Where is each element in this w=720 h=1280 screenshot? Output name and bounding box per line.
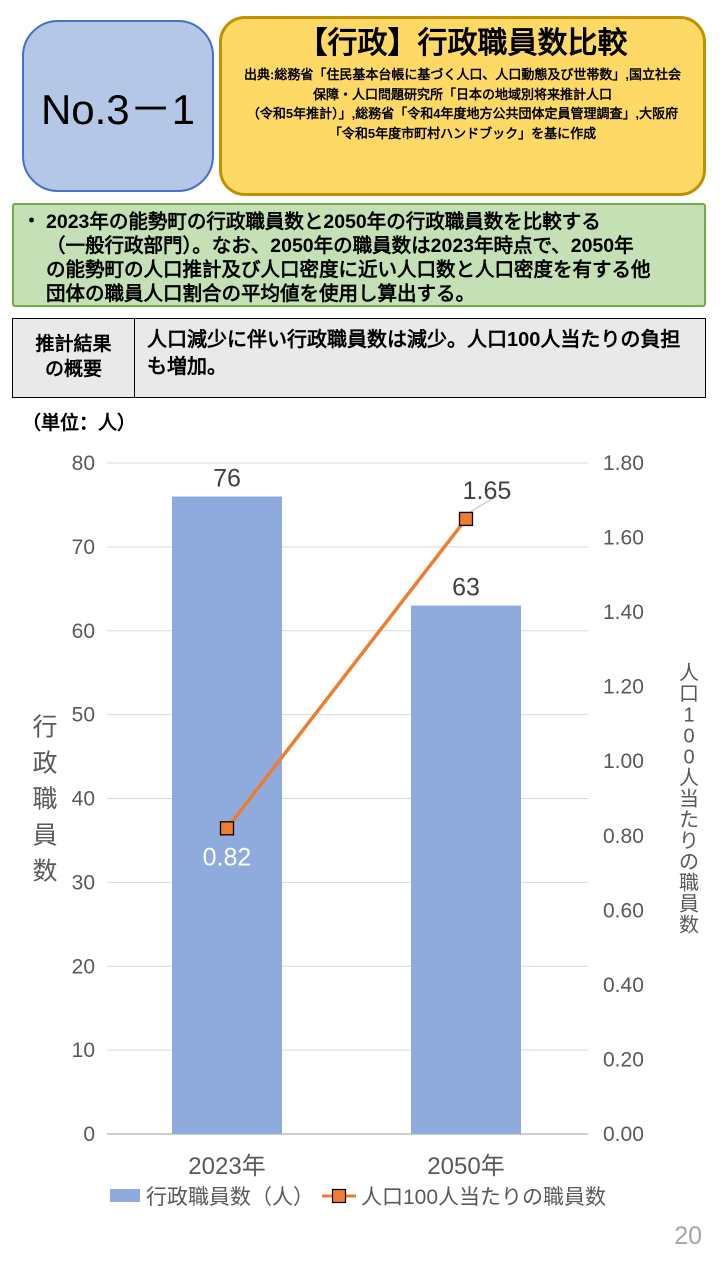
- summary-table: 推計結果 の概要 人口減少に伴い行政職員数は減少。人口100人当たりの負担も増加…: [12, 318, 706, 398]
- left-axis-tick: 50: [72, 704, 95, 727]
- bar-value-label: 76: [213, 465, 241, 493]
- left-axis-title: 行: [32, 714, 57, 742]
- title-box: 【行政】行政職員数比較 出典:総務省「住民基本台帳に基づく人口、人口動態及び世帯…: [219, 16, 706, 196]
- right-axis-tick: 1.40: [603, 601, 644, 624]
- right-axis-title: 人: [679, 767, 699, 790]
- staff-comparison-chart: 807060504030201001.801.601.401.201.000.8…: [32, 452, 699, 1209]
- right-axis-title: 職: [679, 872, 699, 895]
- source-text: 出典:総務省「住民基本台帳に基づく人口、人口動態及び世帯数」,国立社会 保障・人…: [244, 67, 681, 141]
- description-text: 2023年の能勢町の行政職員数と2050年の行政職員数を比較する （一般行政部門…: [46, 211, 651, 305]
- legend-bar-swatch: [110, 1189, 140, 1202]
- left-axis-tick: 10: [72, 1039, 95, 1062]
- left-axis-title: 数: [32, 858, 57, 886]
- left-axis-tick: 40: [72, 788, 95, 811]
- right-axis-title: 1: [683, 705, 694, 727]
- left-axis-title: 職: [32, 786, 57, 814]
- line-value-label: 1.65: [463, 477, 512, 505]
- right-axis-title: た: [679, 810, 699, 832]
- right-axis-tick: 1.20: [603, 676, 644, 699]
- right-axis-title: 人: [679, 662, 699, 685]
- right-axis-tick: 0.20: [603, 1048, 644, 1071]
- slide-number-box: No.3－1: [22, 20, 214, 192]
- right-axis-tick: 0.60: [603, 899, 644, 922]
- left-axis-tick: 60: [72, 620, 95, 643]
- left-axis-tick: 70: [72, 536, 95, 559]
- description-box: ・ 2023年の能勢町の行政職員数と2050年の行政職員数を比較する （一般行政…: [12, 203, 706, 307]
- label-leader-line: [469, 495, 498, 513]
- right-axis-title: 0: [683, 726, 694, 748]
- x-axis-label: 2023年: [188, 1153, 265, 1180]
- legend-marker-swatch: [331, 1188, 347, 1204]
- legend-label-line: 人口100人当たりの職員数: [361, 1186, 606, 1209]
- right-axis-title: 当: [679, 788, 699, 811]
- unit-label: （単位：人）: [22, 413, 137, 434]
- right-axis-title: 口: [679, 684, 699, 706]
- right-axis-tick: 0.00: [603, 1123, 644, 1146]
- right-axis-title: り: [679, 831, 699, 853]
- summary-body-cell: 人口減少に伴い行政職員数は減少。人口100人当たりの負担も増加。: [147, 329, 681, 378]
- left-axis-tick: 80: [72, 452, 95, 475]
- right-axis-tick: 1.80: [603, 452, 644, 475]
- page-number: 20: [674, 1222, 702, 1250]
- left-axis-title: 員: [32, 822, 57, 850]
- bar-2023年: [172, 496, 282, 1134]
- line-marker-2023年: [219, 821, 235, 836]
- page-title: 【行政】行政職員数比較: [297, 27, 628, 60]
- line-value-label: 0.82: [203, 843, 252, 871]
- left-axis-tick: 0: [83, 1123, 95, 1146]
- left-axis-tick: 30: [72, 871, 95, 894]
- slide-number-label: No.3－1: [40, 85, 196, 133]
- right-axis-tick: 0.40: [603, 974, 644, 997]
- line-series: [225, 517, 468, 830]
- bar-value-label: 63: [452, 574, 480, 602]
- right-axis-title: 0: [683, 747, 694, 769]
- bullet-marker: ・: [22, 211, 42, 232]
- legend-label-bar: 行政職員数（人）: [146, 1186, 314, 1209]
- summary-header-cell: 推計結果 の概要: [13, 319, 135, 397]
- right-axis-tick: 1.00: [603, 750, 644, 773]
- x-axis-label: 2050年: [427, 1153, 504, 1180]
- bar-2050年: [411, 605, 521, 1134]
- right-axis-title: 数: [679, 914, 699, 937]
- left-axis-title: 政: [32, 750, 57, 778]
- right-axis-tick: 0.80: [603, 825, 644, 848]
- line-marker-2050年: [458, 511, 474, 527]
- right-axis-title: の: [679, 852, 699, 874]
- left-axis-tick: 20: [72, 955, 95, 978]
- right-axis-tick: 1.60: [603, 527, 644, 550]
- right-axis-title: 員: [679, 894, 699, 916]
